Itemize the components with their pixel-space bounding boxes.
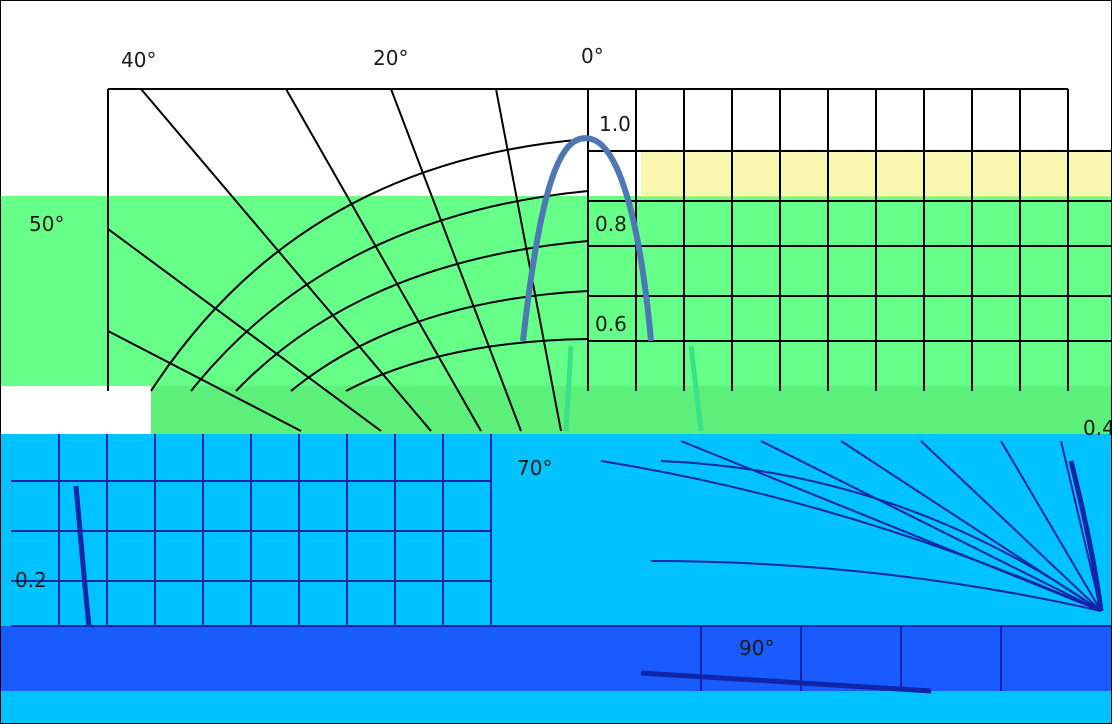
band-green-noise [151,386,1111,434]
radial-label-0-8: 0.8 [595,212,627,236]
radial-label-1-0: 1.0 [599,112,631,136]
angle-label-90: 90° [739,636,774,660]
angle-label-20: 20° [373,46,408,70]
radial-label-0-6: 0.6 [595,312,627,336]
response-left-edge [73,485,92,627]
angle-label-40: 40° [121,48,156,72]
response-bottom-tail [640,670,932,694]
angle-label-0: 0° [581,44,604,68]
band-green [1,196,1111,386]
angle-label-50: 50° [29,212,64,236]
lower-grid-left [11,434,651,627]
radial-label-0-2: 0.2 [15,568,47,592]
response-right-edge [1068,460,1104,612]
angle-label-70: 70° [517,456,552,480]
lower-polar-fan [600,440,1111,691]
polar-grid-left [107,88,589,432]
response-lobe-lower [563,345,704,432]
response-lobe-curve [520,135,654,342]
radial-label-0-4: 0.4 [1083,416,1112,440]
band-deep-blue-light [1,691,1111,723]
